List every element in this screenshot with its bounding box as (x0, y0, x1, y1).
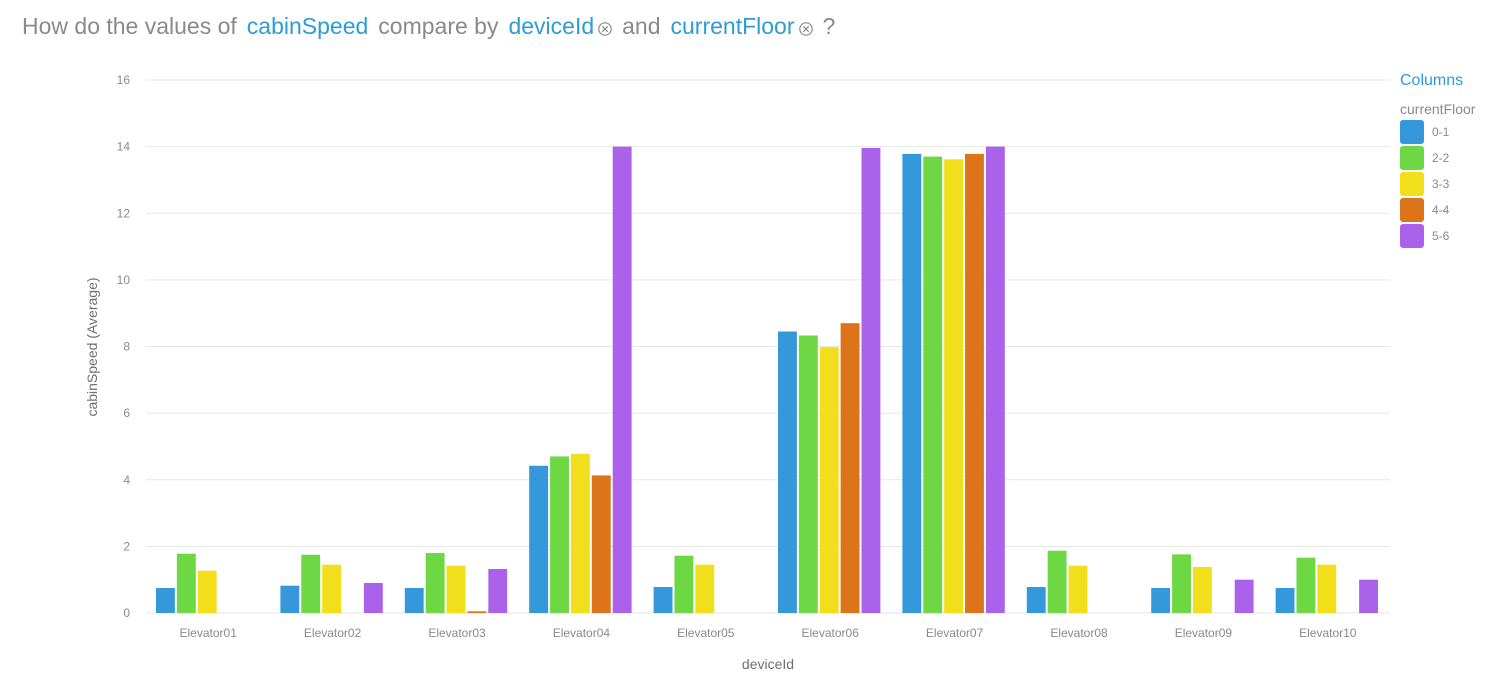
legend-item-3-3[interactable]: 3-3 (1400, 171, 1500, 197)
legend-swatch (1400, 120, 1424, 144)
dimension-chip-currentfloor: currentFloor (671, 13, 813, 40)
bar-elevator05-3-3[interactable] (695, 564, 715, 613)
bar-elevator02-5-6[interactable] (363, 583, 383, 613)
bar-elevator02-3-3[interactable] (322, 564, 342, 613)
bar-elevator01-0-1[interactable] (156, 588, 175, 613)
bar-elevator02-2-2[interactable] (301, 554, 321, 613)
legend-label: 0-1 (1432, 125, 1450, 139)
bar-elevator04-4-4[interactable] (591, 475, 611, 613)
legend: Columns currentFloor 0-1 2-2 3-3 4-4 5-6 (1400, 70, 1500, 249)
legend-label: 3-3 (1432, 177, 1450, 191)
bar-elevator06-0-1[interactable] (778, 331, 797, 613)
bar-elevator05-2-2[interactable] (674, 555, 694, 613)
y-axis-ticks: 0 2 4 6 8 10 12 14 16 (117, 73, 131, 620)
y-tick-label: 16 (117, 73, 131, 87)
bar-elevator08-0-1[interactable] (1026, 587, 1046, 613)
bar-elevator03-0-1[interactable] (404, 588, 424, 613)
legend-label: 5-6 (1432, 229, 1450, 243)
question-prefix: How do the values of (22, 12, 237, 39)
bar-elevator01-2-2[interactable] (176, 553, 196, 613)
bar-elevator09-2-2[interactable] (1172, 554, 1191, 613)
remove-currentfloor-icon[interactable] (798, 21, 813, 36)
bar-elevator10-3-3[interactable] (1317, 564, 1337, 613)
bar-elevator03-3-3[interactable] (446, 565, 466, 613)
y-tick-label: 12 (117, 206, 131, 220)
bar-elevator09-5-6[interactable] (1234, 579, 1254, 613)
x-tick-label: Elevator06 (802, 626, 860, 640)
legend-items: 0-1 2-2 3-3 4-4 5-6 (1400, 119, 1500, 249)
y-tick-label: 0 (123, 606, 130, 620)
x-tick-label: Elevator01 (180, 626, 238, 640)
bar-elevator04-3-3[interactable] (570, 453, 590, 613)
bar-elevator10-5-6[interactable] (1359, 579, 1378, 613)
bar-elevator09-0-1[interactable] (1151, 588, 1171, 613)
bars (156, 146, 1378, 614)
y-tick-label: 6 (123, 406, 130, 420)
y-tick-label: 4 (123, 473, 130, 487)
dimension-token-deviceid[interactable]: deviceId (508, 12, 595, 39)
remove-deviceid-icon[interactable] (598, 21, 612, 36)
x-tick-label: Elevator04 (553, 626, 611, 640)
y-tick-label: 14 (117, 140, 131, 154)
bar-elevator07-5-6[interactable] (985, 146, 1005, 613)
legend-item-0-1[interactable]: 0-1 (1400, 119, 1500, 145)
gridlines (146, 79, 1390, 614)
bar-elevator06-4-4[interactable] (840, 323, 860, 613)
bar-elevator10-0-1[interactable] (1275, 588, 1295, 613)
legend-swatch (1400, 198, 1424, 222)
question-conjunction: and (622, 12, 661, 39)
legend-label: 2-2 (1432, 151, 1450, 165)
legend-swatch (1400, 224, 1424, 248)
bar-elevator04-5-6[interactable] (612, 146, 632, 613)
x-tick-label: Elevator03 (428, 626, 486, 640)
bar-elevator07-4-4[interactable] (965, 153, 984, 614)
legend-item-4-4[interactable]: 4-4 (1400, 197, 1500, 223)
legend-item-2-2[interactable]: 2-2 (1400, 145, 1500, 171)
x-tick-label: Elevator07 (926, 626, 984, 640)
legend-item-5-6[interactable]: 5-6 (1400, 223, 1500, 249)
x-tick-label: Elevator08 (1050, 626, 1108, 640)
bar-elevator07-0-1[interactable] (902, 153, 922, 614)
x-tick-label: Elevator02 (304, 626, 362, 640)
dimension-token-currentfloor[interactable]: currentFloor (670, 12, 795, 39)
y-tick-label: 10 (117, 273, 131, 287)
bar-elevator03-5-6[interactable] (488, 569, 508, 613)
question-middle: compare by (378, 12, 499, 39)
bar-elevator10-2-2[interactable] (1296, 557, 1316, 613)
y-axis-label: cabinSpeed (Average) (84, 277, 100, 416)
bar-elevator06-2-2[interactable] (798, 335, 818, 613)
bar-elevator06-3-3[interactable] (819, 347, 839, 613)
bar-elevator02-0-1[interactable] (280, 585, 300, 613)
bar-elevator09-3-3[interactable] (1192, 567, 1212, 613)
bar-elevator06-5-6[interactable] (861, 147, 881, 613)
bar-elevator03-2-2[interactable] (425, 553, 445, 613)
y-tick-label: 8 (123, 340, 130, 354)
x-tick-label: Elevator09 (1175, 626, 1233, 640)
bar-elevator04-0-1[interactable] (529, 465, 549, 613)
bar-elevator05-0-1[interactable] (653, 587, 673, 613)
question-bar: How do the values of cabinSpeed compare … (22, 10, 845, 42)
bar-elevator01-3-3[interactable] (197, 570, 217, 613)
question-suffix: ? (822, 12, 836, 39)
legend-swatch (1400, 172, 1424, 196)
bar-elevator07-2-2[interactable] (923, 156, 943, 613)
bar-elevator04-2-2[interactable] (550, 456, 569, 613)
bar-elevator07-3-3[interactable] (944, 159, 964, 613)
legend-label: 4-4 (1432, 203, 1450, 217)
y-tick-label: 2 (123, 539, 130, 553)
measure-token[interactable]: cabinSpeed (246, 12, 369, 39)
bar-elevator08-2-2[interactable] (1047, 550, 1067, 613)
legend-swatch (1400, 146, 1424, 170)
x-axis-label: deviceId (742, 656, 794, 672)
x-tick-label: Elevator10 (1299, 626, 1357, 640)
dimension-chip-deviceid: deviceId (508, 13, 612, 40)
legend-subtitle: currentFloor (1400, 101, 1476, 117)
x-axis-ticks: Elevator01 Elevator02 Elevator03 Elevator04… (180, 626, 1357, 640)
bar-elevator08-3-3[interactable] (1068, 565, 1088, 613)
x-tick-label: Elevator05 (677, 626, 735, 640)
legend-title[interactable]: Columns (1400, 72, 1464, 89)
bar-elevator03-4-4[interactable] (467, 611, 487, 613)
